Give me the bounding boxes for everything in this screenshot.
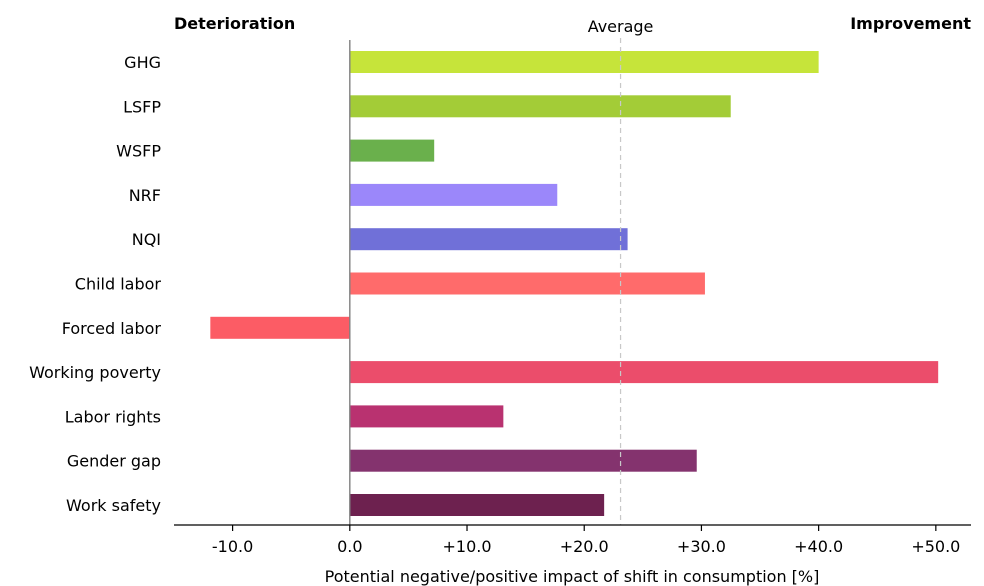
category-label-labor-rights: Labor rights (65, 407, 161, 426)
bar-forced-labor (210, 316, 350, 339)
category-labels: GHG LSFP WSFP NRF NQI Child labor Forced labor… (29, 53, 161, 515)
x-tick-label: +20.0 (560, 537, 609, 556)
category-label-lsfp: LSFP (123, 97, 161, 116)
category-label-working-poverty: Working poverty (29, 363, 161, 382)
bar-ghg (349, 51, 819, 73)
bar-labor-rights (349, 405, 504, 428)
deterioration-label: Deterioration (174, 14, 295, 33)
category-label-child-labor: Child labor (75, 275, 162, 294)
x-axis-title: Potential negative/positive impact of sh… (325, 567, 820, 586)
category-label-forced-labor: Forced labor (62, 319, 162, 338)
bar-gender-gap (349, 449, 697, 472)
category-label-work-safety: Work safety (66, 496, 161, 515)
x-axis-ticks: -10.0 0.0 +10.0 +20.0 +30.0 +40.0 +50.0 (212, 525, 960, 556)
improvement-label: Improvement (850, 14, 971, 33)
category-label-nrf: NRF (129, 186, 161, 205)
bar-working-poverty (349, 361, 939, 384)
category-label-ghg: GHG (124, 53, 161, 72)
x-tick-label: -10.0 (212, 537, 253, 556)
bar-lsfp (349, 95, 731, 118)
bar-wsfp (349, 139, 435, 162)
x-tick-label: +50.0 (911, 537, 960, 556)
category-label-wsfp: WSFP (116, 142, 161, 161)
average-label: Average (588, 17, 654, 36)
category-label-gender-gap: Gender gap (67, 452, 161, 471)
bar-work-safety (349, 494, 605, 516)
bar-nqi (349, 228, 628, 251)
x-tick-label: +10.0 (442, 537, 491, 556)
x-tick-label: 0.0 (337, 537, 362, 556)
x-tick-label: +40.0 (794, 537, 843, 556)
bars-group (210, 51, 939, 516)
x-tick-label: +30.0 (677, 537, 726, 556)
category-label-nqi: NQI (132, 230, 161, 249)
bar-child-labor (349, 272, 705, 295)
bar-nrf (349, 183, 558, 206)
